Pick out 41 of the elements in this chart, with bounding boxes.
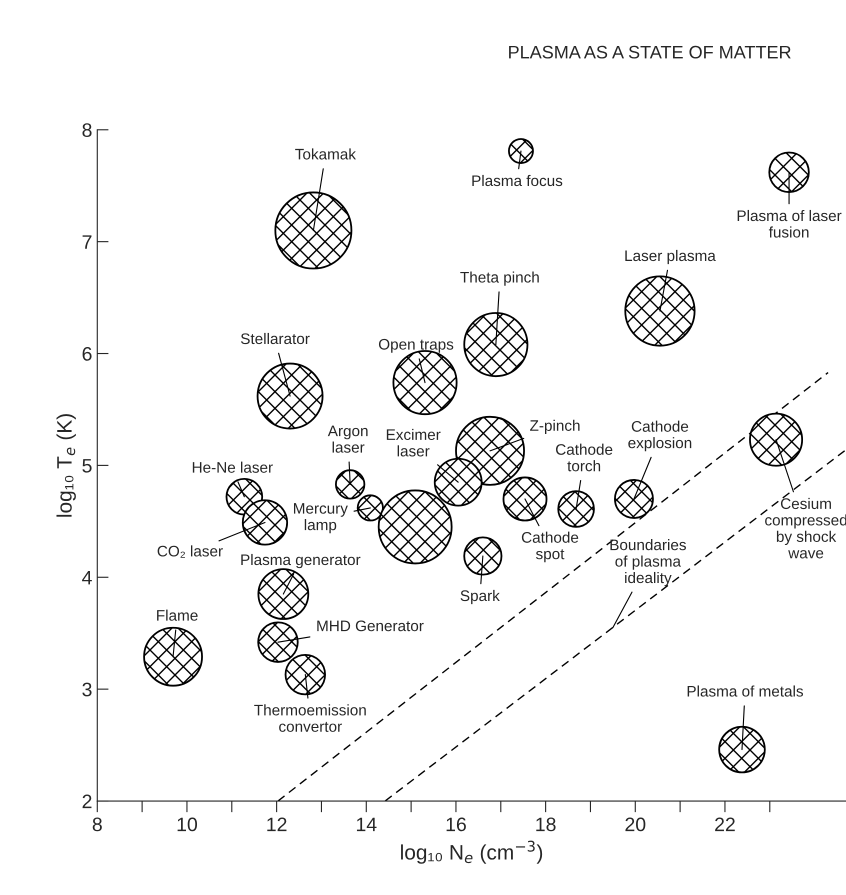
x-axis-title: log₁₀ N$_{e}$ (cm$^{−3}$) (401, 840, 542, 864)
annotation: Tokamak (295, 148, 356, 160)
text: PLASMA AS A STATE OF MATTER (509, 46, 791, 59)
annotation: Thermoemission convertor (254, 704, 366, 732)
x-tick-label: 14 (356, 818, 377, 832)
annotation: Flame (157, 610, 198, 621)
y-tick-label: 4 (82, 570, 92, 584)
x-tick-label: 12 (267, 818, 286, 832)
annotation: Theta pinch (460, 271, 539, 286)
annotation: CO₂ laser (158, 545, 223, 558)
annotation: Plasma focus (472, 174, 562, 186)
annotation: Argon laser (328, 426, 368, 453)
y-tick-label: 8 (82, 123, 92, 138)
annotation: Plasma generator (241, 554, 360, 568)
x-tick-label: 18 (536, 818, 556, 832)
y-tick-label: 3 (82, 682, 92, 696)
y-tick-label: 2 (82, 794, 92, 808)
annotation: Cathode spot (522, 532, 578, 562)
annotation: Cathode torch (556, 444, 612, 472)
annotation: Open traps (378, 338, 454, 353)
y-axis-title: log₁₀ T$_{e}$ (K) (56, 414, 76, 517)
annotation: Mercury lamp (294, 503, 348, 534)
annotation: Z-pinch (530, 420, 580, 434)
annotation: Cathode explosion (628, 420, 692, 452)
annotation: Laser plasma (625, 250, 716, 264)
annotation: Spark (460, 590, 500, 604)
annotation: Boundaries of plasma ideality (610, 539, 686, 586)
y-tick-label: 7 (82, 235, 92, 249)
annotation: MHD Generator (317, 620, 424, 632)
x-tick-label: 16 (446, 818, 466, 832)
x-tick-label: 22 (715, 818, 735, 832)
annotation: Stellarator (240, 332, 310, 344)
annotation: He-Ne laser (192, 462, 273, 473)
x-tick-label: 10 (178, 818, 198, 832)
y-tick-label: 6 (82, 346, 92, 361)
annotation: Plasma of laser fusion (738, 210, 842, 238)
x-tick-label: 8 (92, 818, 102, 832)
x-tick-label: 20 (625, 818, 646, 832)
annotation: Excimer laser (386, 428, 441, 457)
y-tick-label: 5 (82, 459, 92, 473)
annotation: Plasma of metals (688, 685, 804, 697)
